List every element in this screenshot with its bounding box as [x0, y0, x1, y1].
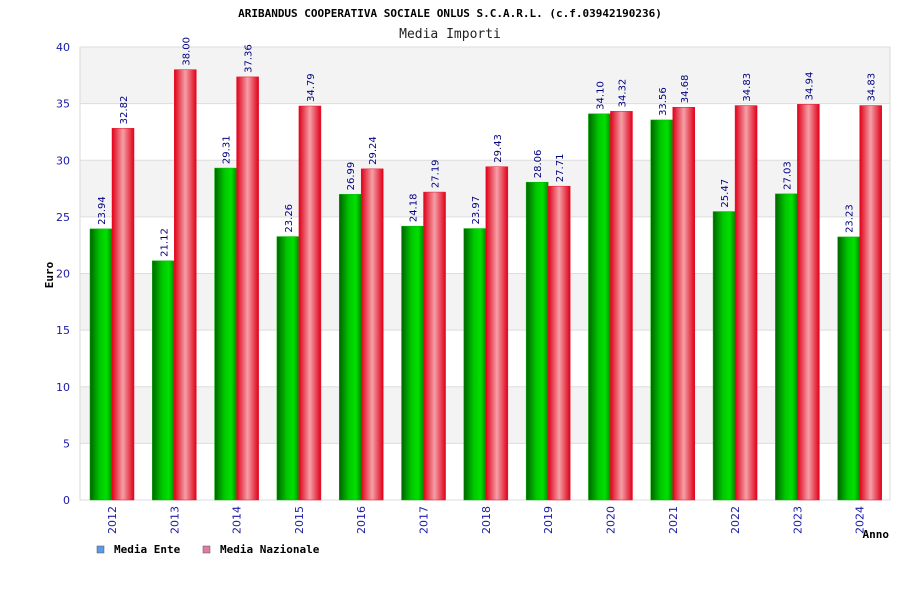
y-axis-title: Euro — [43, 261, 56, 288]
x-tick-label: 2017 — [418, 506, 431, 534]
x-tick-label: 2018 — [480, 506, 493, 534]
x-tick-label: 2020 — [604, 506, 617, 534]
value-label: 25.47 — [720, 179, 731, 208]
value-label: 34.32 — [617, 79, 628, 108]
y-tick-label: 30 — [56, 154, 70, 167]
bar-media-nazionale — [485, 166, 509, 501]
value-label: 23.97 — [471, 196, 482, 225]
bar-media-ente — [338, 194, 362, 501]
value-label: 34.94 — [804, 72, 815, 101]
y-tick-label: 20 — [56, 268, 70, 281]
x-axis-title: Anno — [863, 528, 890, 541]
value-label: 23.23 — [845, 204, 856, 233]
bar-media-nazionale — [734, 105, 758, 501]
value-label: 38.00 — [181, 37, 192, 66]
y-tick-label: 0 — [63, 494, 70, 507]
value-label: 34.83 — [742, 73, 753, 102]
value-label: 27.71 — [555, 154, 566, 183]
bar-media-ente — [463, 228, 487, 501]
x-tick-label: 2013 — [168, 506, 181, 534]
legend-label-media-nazionale: Media Nazionale — [220, 543, 320, 556]
value-label: 34.83 — [867, 73, 878, 102]
y-tick-label: 10 — [56, 381, 70, 394]
value-label: 21.12 — [159, 228, 170, 257]
value-label: 28.06 — [533, 150, 544, 179]
x-tick-label: 2022 — [729, 506, 742, 534]
bar-media-nazionale — [610, 111, 633, 501]
bar-media-ente — [588, 113, 611, 501]
bar-media-nazionale — [672, 106, 696, 501]
bar-media-ente — [775, 193, 798, 501]
y-tick-label: 15 — [56, 324, 70, 337]
legend: Media Ente Media Nazionale — [96, 543, 320, 556]
value-labels: 23.94 32.82 21.12 38.00 29.31 37.36 23.26 34.79… — [97, 37, 878, 257]
x-tick-label: 2016 — [355, 506, 368, 534]
y-tick-label: 35 — [56, 98, 70, 111]
x-tick-label: 2015 — [293, 506, 306, 534]
bar-media-nazionale — [298, 105, 322, 501]
value-label: 29.43 — [493, 134, 504, 163]
value-label: 32.82 — [119, 96, 130, 125]
plot-band — [80, 47, 890, 104]
bar-media-ente — [276, 236, 300, 501]
chart-title: ARIBANDUS COOPERATIVA SOCIALE ONLUS S.C.… — [238, 7, 662, 20]
value-label: 27.03 — [782, 161, 793, 190]
bar-media-nazionale — [547, 185, 571, 501]
chart-subtitle: Media Importi — [399, 27, 501, 42]
x-tick-label: 2024 — [854, 506, 867, 534]
value-label: 24.18 — [409, 194, 420, 223]
x-tick-label: 2023 — [791, 506, 804, 534]
bar-media-ente — [89, 228, 113, 501]
value-label: 23.94 — [97, 196, 108, 225]
legend-swatch-media-ente — [96, 545, 105, 554]
value-label: 34.10 — [595, 81, 606, 110]
legend-swatch-media-nazionale — [202, 545, 211, 554]
x-tick-label: 2019 — [542, 506, 555, 534]
bar-media-ente — [525, 181, 549, 501]
value-label: 26.99 — [346, 162, 357, 191]
bars — [89, 69, 882, 501]
value-label: 34.68 — [680, 75, 691, 104]
y-tick-label: 25 — [56, 211, 70, 224]
bar-media-nazionale — [236, 76, 259, 501]
x-tick-label: 2021 — [667, 506, 680, 534]
bar-media-nazionale — [360, 168, 384, 501]
bar-media-ente — [712, 211, 736, 501]
y-axis-ticks: 0 5 10 15 20 25 30 35 40 — [56, 41, 70, 507]
x-tick-label: 2014 — [231, 506, 244, 534]
bar-media-nazionale — [423, 191, 446, 501]
value-label: 33.56 — [658, 87, 669, 116]
x-tick-label: 2012 — [106, 506, 119, 534]
bar-media-ente — [837, 236, 860, 501]
bar-media-nazionale — [859, 105, 882, 501]
y-tick-label: 40 — [56, 41, 70, 54]
value-label: 29.31 — [222, 135, 233, 164]
bar-media-ente — [401, 225, 424, 501]
value-label: 29.24 — [368, 136, 379, 165]
bar-media-ente — [214, 167, 237, 501]
value-label: 23.26 — [284, 204, 295, 233]
value-label: 34.79 — [306, 73, 317, 102]
bar-media-nazionale — [797, 104, 820, 501]
y-tick-label: 5 — [63, 437, 70, 450]
plot-band — [80, 103, 890, 161]
bar-media-ente — [152, 260, 175, 501]
value-label: 37.36 — [244, 44, 255, 73]
bar-media-nazionale — [174, 69, 197, 501]
legend-label-media-ente: Media Ente — [114, 543, 181, 556]
bar-media-ente — [650, 119, 674, 501]
plot-band — [80, 160, 890, 217]
value-label: 27.19 — [431, 159, 442, 188]
x-axis-ticks: 2012 2013 2014 2015 2016 2017 2018 2019 2020 2021… — [106, 506, 867, 534]
bar-media-nazionale — [111, 128, 135, 501]
